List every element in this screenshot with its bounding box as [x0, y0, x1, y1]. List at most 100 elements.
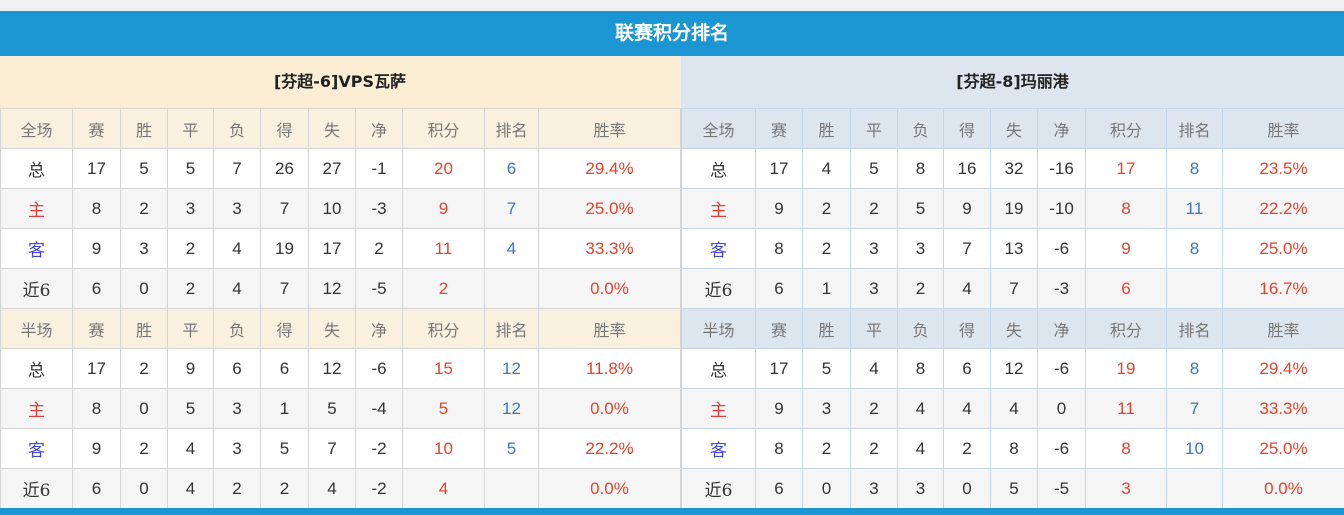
cell-rank: 8	[1166, 228, 1223, 269]
cell-label: 主	[681, 388, 756, 429]
cell-goals-against: 19	[990, 188, 1038, 229]
table-row: 客 9 3 2 4 19 17 2 11 4 33.3%	[0, 228, 681, 269]
cell-lost: 4	[213, 268, 261, 309]
cell-drawn: 2	[850, 188, 898, 229]
cell-rank: 11	[1166, 188, 1223, 229]
cell-played: 6	[72, 268, 121, 309]
column-header: 平	[850, 308, 898, 349]
cell-rank: 6	[484, 148, 539, 189]
cell-goal-diff: -3	[1037, 268, 1086, 309]
cell-points: 8	[1085, 428, 1167, 469]
cell-goal-diff: -6	[1037, 348, 1086, 389]
header-row: 全场赛胜平负得失净积分 排名 胜率	[0, 108, 681, 149]
column-header: 积分	[1085, 308, 1167, 349]
cell-drawn: 2	[167, 268, 214, 309]
column-header: 排名	[1166, 108, 1223, 149]
table-row: 总 17 2 9 6 6 12 -6 15 12 11.8%	[0, 348, 681, 389]
cell-goals-against: 7	[990, 268, 1038, 309]
cell-goal-diff: 2	[355, 228, 403, 269]
cell-goal-diff: -2	[355, 468, 403, 509]
cell-played: 17	[72, 148, 121, 189]
cell-played: 8	[755, 228, 803, 269]
table-row: 近6 6 1 3 2 4 7 -3 6 16.7%	[681, 268, 1344, 309]
cell-rank: 5	[484, 428, 539, 469]
column-header: 平	[167, 108, 214, 149]
cell-played: 8	[72, 388, 121, 429]
header-row: 半场赛胜平负得失净积分 排名 胜率	[0, 308, 681, 349]
cell-goal-diff: -6	[1037, 428, 1086, 469]
cell-goals-for: 2	[943, 428, 991, 469]
cell-won: 0	[120, 468, 168, 509]
column-header: 胜	[120, 108, 168, 149]
cell-win-rate: 22.2%	[538, 428, 681, 469]
cell-lost: 2	[213, 468, 261, 509]
header-row: 全场赛胜平负得失净积分 排名 胜率	[681, 108, 1344, 149]
cell-goal-diff: 0	[1037, 388, 1086, 429]
column-header: 赛	[755, 108, 803, 149]
cell-won: 2	[120, 428, 168, 469]
cell-goals-for: 2	[260, 468, 309, 509]
cell-rank: 7	[1166, 388, 1223, 429]
cell-goals-against: 7	[308, 428, 356, 469]
cell-rank	[1166, 268, 1223, 309]
cell-played: 8	[755, 428, 803, 469]
cell-rank: 8	[1166, 148, 1223, 189]
cell-label: 客	[681, 228, 756, 269]
table-row: 总 17 4 5 8 16 32 -16 17 8 23.5%	[681, 148, 1344, 189]
cell-goals-for: 7	[260, 268, 309, 309]
column-header: 全场	[681, 108, 756, 149]
cell-goals-against: 4	[308, 468, 356, 509]
cell-points: 9	[402, 188, 485, 229]
cell-points: 15	[402, 348, 485, 389]
cell-goals-against: 32	[990, 148, 1038, 189]
cell-goals-against: 10	[308, 188, 356, 229]
bottom-bar	[0, 508, 1344, 515]
column-header: 半场	[0, 308, 73, 349]
cell-won: 0	[802, 468, 851, 509]
cell-win-rate: 29.4%	[1222, 348, 1344, 389]
cell-rank: 12	[484, 348, 539, 389]
column-header: 失	[308, 308, 356, 349]
cell-label: 总	[0, 348, 73, 389]
cell-label: 客	[681, 428, 756, 469]
cell-played: 9	[72, 428, 121, 469]
cell-label: 主	[0, 188, 73, 229]
cell-label: 主	[0, 388, 73, 429]
cell-win-rate: 33.3%	[1222, 388, 1344, 429]
header-row: 半场赛胜平负得失净积分 排名 胜率	[681, 308, 1344, 349]
column-header: 得	[260, 108, 309, 149]
cell-goals-against: 12	[990, 348, 1038, 389]
cell-lost: 3	[213, 388, 261, 429]
cell-played: 17	[755, 148, 803, 189]
column-header: 积分	[402, 308, 485, 349]
column-header: 负	[213, 108, 261, 149]
table-row: 客 9 2 4 3 5 7 -2 10 5 22.2%	[0, 428, 681, 469]
column-header: 净	[355, 108, 403, 149]
cell-rank	[484, 268, 539, 309]
column-header: 赛	[755, 308, 803, 349]
cell-goals-against: 4	[990, 388, 1038, 429]
cell-goal-diff: -16	[1037, 148, 1086, 189]
cell-points: 2	[402, 268, 485, 309]
cell-won: 5	[802, 348, 851, 389]
cell-won: 0	[120, 268, 168, 309]
cell-lost: 7	[213, 148, 261, 189]
cell-goals-for: 5	[260, 428, 309, 469]
cell-win-rate: 25.0%	[538, 188, 681, 229]
table-row: 客 8 2 2 4 2 8 -6 8 10 25.0%	[681, 428, 1344, 469]
cell-drawn: 3	[167, 188, 214, 229]
cell-won: 3	[120, 228, 168, 269]
column-header: 胜	[802, 308, 851, 349]
cell-played: 8	[72, 188, 121, 229]
team-name: [芬超-6]VPS瓦萨	[0, 56, 680, 108]
table-row: 客 8 2 3 3 7 13 -6 9 8 25.0%	[681, 228, 1344, 269]
cell-win-rate: 16.7%	[1222, 268, 1344, 309]
cell-goals-against: 12	[308, 268, 356, 309]
cell-points: 5	[402, 388, 485, 429]
cell-win-rate: 11.8%	[538, 348, 681, 389]
cell-lost: 4	[897, 428, 944, 469]
table-row: 主 9 3 2 4 4 4 0 11 7 33.3%	[681, 388, 1344, 429]
cell-goals-for: 1	[260, 388, 309, 429]
cell-won: 0	[120, 388, 168, 429]
table-row: 主 8 0 5 3 1 5 -4 5 12 0.0%	[0, 388, 681, 429]
